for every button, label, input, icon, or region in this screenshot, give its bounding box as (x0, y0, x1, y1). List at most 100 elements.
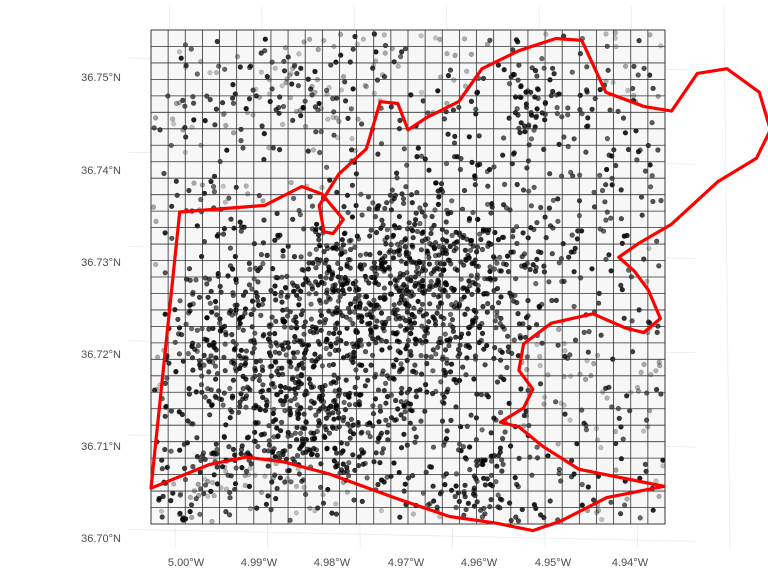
incident-point (221, 434, 227, 441)
incident-point (282, 324, 288, 330)
incident-point (435, 304, 442, 310)
incident-point (298, 112, 304, 119)
incident-point (202, 476, 208, 482)
incident-point (539, 110, 545, 116)
incident-point (341, 204, 347, 210)
incident-point (462, 311, 468, 317)
graticule-lon (723, 5, 731, 549)
incident-point (313, 279, 319, 285)
incident-point (367, 434, 373, 440)
incident-point (333, 501, 339, 507)
incident-point (305, 148, 311, 154)
incident-point (274, 210, 280, 217)
incident-point (186, 187, 192, 194)
incident-point (287, 412, 293, 418)
incident-point (210, 480, 216, 486)
incident-point (391, 302, 397, 308)
incident-point (309, 203, 316, 209)
incident-point (344, 489, 351, 495)
lon-label-4: 4.96°W (461, 557, 498, 569)
incident-point (325, 486, 331, 493)
incident-point (329, 272, 336, 278)
incident-point (521, 423, 527, 429)
incident-point (410, 259, 417, 265)
incident-point (206, 369, 212, 375)
incident-point (261, 217, 267, 223)
incident-point (616, 415, 622, 422)
incident-point (460, 286, 466, 292)
incident-point (617, 511, 624, 517)
incident-point (189, 326, 195, 332)
incident-point (230, 95, 236, 101)
incident-point (508, 74, 514, 80)
incident-point (270, 266, 276, 272)
incident-point (319, 396, 325, 402)
incident-point (620, 436, 626, 442)
latitude-axis: 36.75°N 36.74°N 36.73°N 36.72°N 36.71°N … (81, 72, 121, 545)
incident-point (291, 355, 297, 361)
incident-point (280, 253, 286, 259)
incident-point (653, 478, 659, 484)
incident-point (247, 266, 253, 273)
incident-point (500, 152, 506, 158)
incident-point (390, 362, 397, 368)
incident-point (174, 192, 180, 198)
incident-point (534, 256, 540, 263)
incident-point (278, 389, 284, 395)
incident-point (452, 154, 458, 160)
incident-point (177, 447, 183, 453)
incident-point (460, 364, 466, 370)
incident-point (565, 112, 571, 118)
incident-point (489, 201, 495, 207)
incident-point (183, 62, 189, 69)
incident-point (180, 358, 186, 364)
incident-point (348, 301, 354, 307)
incident-point (284, 76, 290, 82)
incident-point (566, 254, 572, 260)
incident-point (398, 445, 405, 451)
incident-point (474, 499, 480, 505)
incident-point (637, 515, 643, 521)
incident-point (296, 302, 302, 308)
incident-point (198, 196, 204, 203)
incident-point (342, 230, 348, 236)
incident-point (462, 247, 469, 253)
incident-point (521, 412, 527, 419)
incident-point (362, 383, 368, 389)
incident-point (363, 277, 370, 283)
incident-point (298, 254, 304, 260)
incident-point (398, 399, 404, 405)
grid-cells (150, 29, 666, 525)
incident-point (187, 494, 193, 500)
incident-point (256, 377, 263, 384)
incident-point (352, 244, 358, 250)
incident-point (602, 199, 608, 205)
incident-point (323, 415, 330, 421)
incident-point (487, 264, 493, 270)
incident-point (451, 288, 457, 294)
incident-point (250, 350, 256, 356)
incident-point (348, 106, 354, 112)
incident-point (359, 498, 365, 505)
incident-point (456, 104, 462, 110)
incident-point (278, 383, 284, 390)
incident-point (220, 183, 226, 189)
incident-point (291, 386, 298, 392)
incident-point (350, 341, 356, 347)
incident-point (562, 411, 568, 417)
incident-point (403, 236, 409, 242)
incident-point (477, 231, 483, 237)
incident-point (428, 271, 435, 277)
incident-point (448, 417, 454, 424)
incident-point (546, 279, 552, 285)
incident-point (605, 67, 611, 73)
incident-point (412, 362, 418, 368)
incident-point (453, 483, 459, 489)
incident-point (194, 327, 200, 333)
incident-point (400, 196, 407, 202)
incident-point (618, 216, 625, 222)
incident-point (424, 361, 430, 367)
incident-point (407, 348, 414, 355)
incident-point (278, 289, 285, 296)
